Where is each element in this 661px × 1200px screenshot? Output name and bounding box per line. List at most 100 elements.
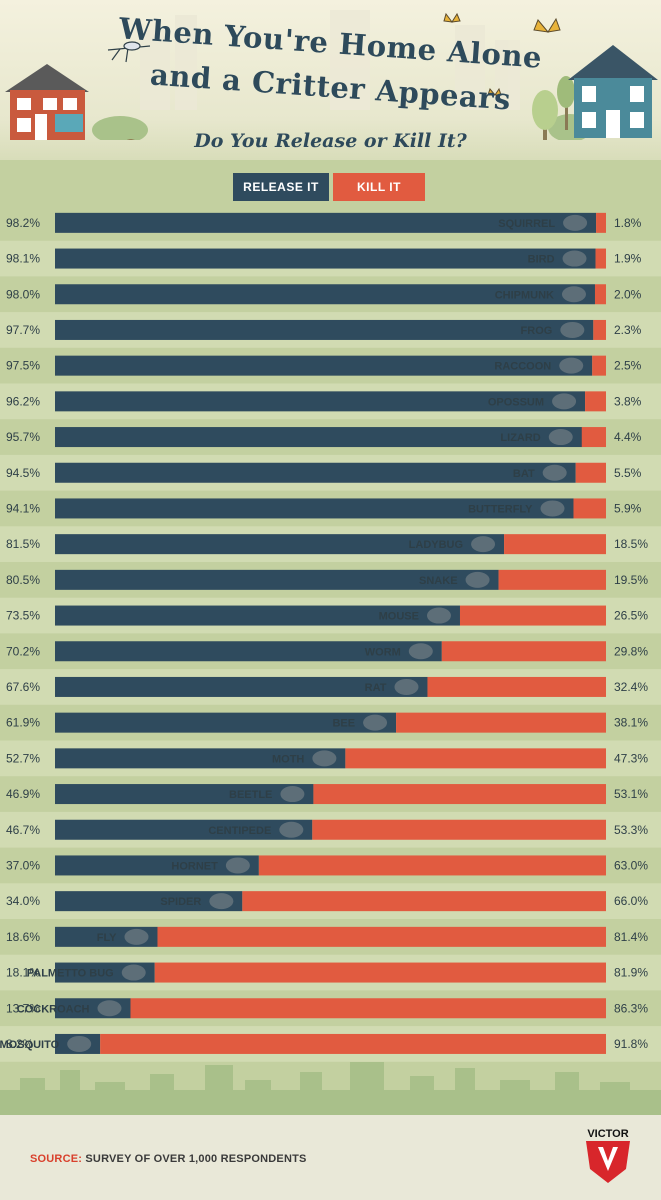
release-bar <box>55 712 397 733</box>
release-bar <box>55 391 586 412</box>
release-value-label: 61.9% <box>6 716 40 730</box>
category-label: BEE <box>332 718 355 730</box>
header-skyline-illustration <box>92 10 592 140</box>
release-bar <box>55 748 346 769</box>
fly-icon <box>124 928 149 945</box>
release-value-label: 97.5% <box>6 359 40 373</box>
chart-subtitle: Do You Release or Kill It? <box>194 130 467 152</box>
kill-bar <box>504 534 606 555</box>
kill-bar <box>592 355 606 376</box>
legend-kill: KILL IT <box>333 173 425 201</box>
kill-bar <box>573 498 606 519</box>
release-value-label: 67.6% <box>6 680 40 694</box>
category-label: PALMETTO BUG <box>27 968 114 980</box>
kill-value-label: 4.4% <box>614 430 642 444</box>
release-bar <box>55 284 595 305</box>
moth-icon <box>312 750 337 767</box>
kill-value-label: 86.3% <box>614 1001 648 1015</box>
kill-bar <box>459 605 606 626</box>
kill-bar <box>130 998 606 1019</box>
release-bar <box>55 569 499 590</box>
release-value-label: 94.5% <box>6 466 40 480</box>
kill-bar <box>593 319 606 340</box>
kill-value-label: 47.3% <box>614 751 648 765</box>
source-note: SOURCE: SURVEY OF OVER 1,000 RESPONDENTS <box>30 1153 307 1165</box>
release-value-label: 80.5% <box>6 573 40 587</box>
kill-bar <box>595 248 606 269</box>
release-value-label: 98.1% <box>6 252 40 266</box>
butterfly-icon <box>540 500 565 517</box>
kill-bar <box>242 891 606 912</box>
kill-bar <box>157 926 606 947</box>
release-bar <box>55 676 428 697</box>
source-label: SOURCE: <box>30 1153 83 1165</box>
hornet-icon <box>225 857 250 874</box>
raccoon-icon <box>559 357 584 374</box>
category-label: OPOSSUM <box>488 396 544 408</box>
release-bar <box>55 605 460 626</box>
category-label: LADYBUG <box>409 539 463 551</box>
release-bar <box>55 498 574 519</box>
kill-bar <box>596 212 606 233</box>
release-value-label: 34.0% <box>6 894 40 908</box>
release-value-label: 95.7% <box>6 430 40 444</box>
release-bar <box>55 355 593 376</box>
release-bar <box>55 784 314 805</box>
release-bar <box>55 534 505 555</box>
rat-icon <box>394 678 419 695</box>
category-label: SQUIRREL <box>498 218 555 230</box>
category-label: LIZARD <box>500 432 540 444</box>
release-value-label: 18.1% <box>6 966 40 980</box>
category-label: SPIDER <box>160 896 201 908</box>
legend-release: RELEASE IT <box>233 173 329 201</box>
category-label: MOTH <box>272 753 304 765</box>
release-bar <box>55 427 583 448</box>
kill-bar <box>100 1033 606 1054</box>
category-label: BEETLE <box>229 789 272 801</box>
bat-icon <box>542 464 567 481</box>
kill-bar <box>594 284 606 305</box>
kill-value-label: 18.5% <box>614 537 648 551</box>
release-value-label: 98.0% <box>6 287 40 301</box>
release-bar <box>55 319 594 340</box>
victor-logo: VICTOR <box>586 1128 630 1183</box>
kill-value-label: 38.1% <box>614 716 648 730</box>
kill-bar <box>345 748 606 769</box>
category-label: FLY <box>97 932 117 944</box>
ladybug-icon <box>471 536 496 553</box>
bee-icon <box>363 714 388 731</box>
release-bar <box>55 855 259 876</box>
kill-value-label: 3.8% <box>614 394 642 408</box>
squirrel-icon <box>563 214 588 231</box>
brand-text: VICTOR <box>587 1128 628 1140</box>
legend: RELEASE IT KILL IT <box>233 173 425 201</box>
category-label: MOSQUITO <box>0 1039 60 1051</box>
release-value-label: 46.9% <box>6 787 40 801</box>
bottom-skyline-illustration <box>0 1062 661 1120</box>
beetle-icon <box>280 786 305 803</box>
kill-bar <box>498 569 606 590</box>
release-value-label: 13.7% <box>6 1001 40 1015</box>
category-label: COCKROACH <box>17 1003 90 1015</box>
kill-bar <box>396 712 606 733</box>
kill-value-label: 53.1% <box>614 787 648 801</box>
kill-value-label: 53.3% <box>614 823 648 837</box>
kill-value-label: 32.4% <box>614 680 648 694</box>
kill-bar <box>581 427 606 448</box>
kill-bar <box>441 641 606 662</box>
release-value-label: 18.6% <box>6 930 40 944</box>
cockroach-icon <box>97 1000 122 1017</box>
category-label: RAT <box>365 682 387 694</box>
kill-value-label: 29.8% <box>614 644 648 658</box>
release-bar <box>55 462 576 483</box>
category-label: RACCOON <box>494 361 551 373</box>
kill-bar <box>154 962 606 983</box>
kill-value-label: 1.9% <box>614 252 642 266</box>
category-label: BAT <box>513 468 535 480</box>
kill-value-label: 81.9% <box>614 966 648 980</box>
category-label: FROG <box>521 325 553 337</box>
kill-value-label: 5.5% <box>614 466 642 480</box>
butterfly-decor-icon <box>443 12 561 96</box>
kill-value-label: 2.3% <box>614 323 642 337</box>
snake-icon <box>465 571 490 588</box>
